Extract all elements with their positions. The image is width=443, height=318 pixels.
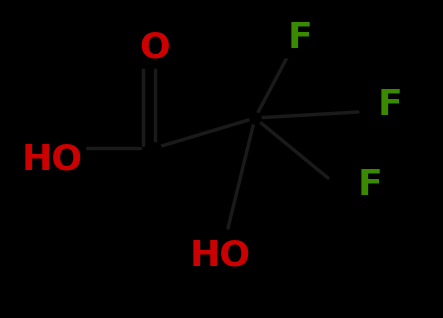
Text: F: F: [377, 88, 402, 122]
Text: F: F: [288, 21, 312, 55]
Text: F: F: [358, 168, 382, 202]
Text: HO: HO: [21, 143, 82, 177]
Text: O: O: [140, 31, 171, 65]
Text: HO: HO: [190, 238, 251, 272]
